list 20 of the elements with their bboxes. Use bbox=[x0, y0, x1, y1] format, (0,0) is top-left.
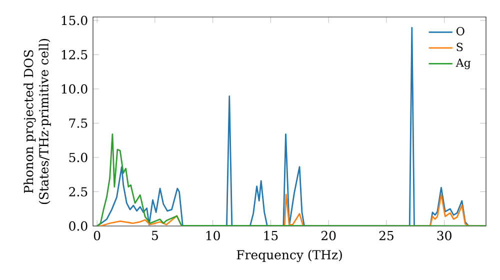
y-tick-label: 5.0 bbox=[69, 152, 88, 162]
y-tick-label: 0.0 bbox=[69, 221, 88, 231]
x-tick-label: 5 bbox=[152, 230, 158, 240]
x-tick-label: 20 bbox=[321, 230, 336, 240]
legend-label: S bbox=[456, 42, 463, 52]
legend-label: Ag bbox=[456, 58, 471, 70]
line-series bbox=[96, 133, 486, 226]
y-tick-label: 10.0 bbox=[62, 84, 88, 94]
y-tick-label: 7.5 bbox=[69, 118, 88, 128]
x-tick-label: 10 bbox=[206, 230, 220, 240]
y-tick-label: 2.5 bbox=[69, 187, 88, 196]
y-axis-title: Phonon projected DOS (States/THz·primitive cell) bbox=[24, 39, 51, 204]
x-tick-label: 0 bbox=[94, 230, 100, 240]
x-tick-label: 15 bbox=[264, 230, 278, 240]
x-tick-label: 25 bbox=[379, 230, 394, 240]
legend-label: O bbox=[456, 26, 464, 36]
x-axis-title: Frequency (THz) bbox=[236, 250, 342, 262]
x-tick-label: 30 bbox=[437, 230, 452, 240]
y-tick-label: 12.5 bbox=[62, 50, 88, 60]
y-tick-label: 15.0 bbox=[62, 16, 88, 26]
